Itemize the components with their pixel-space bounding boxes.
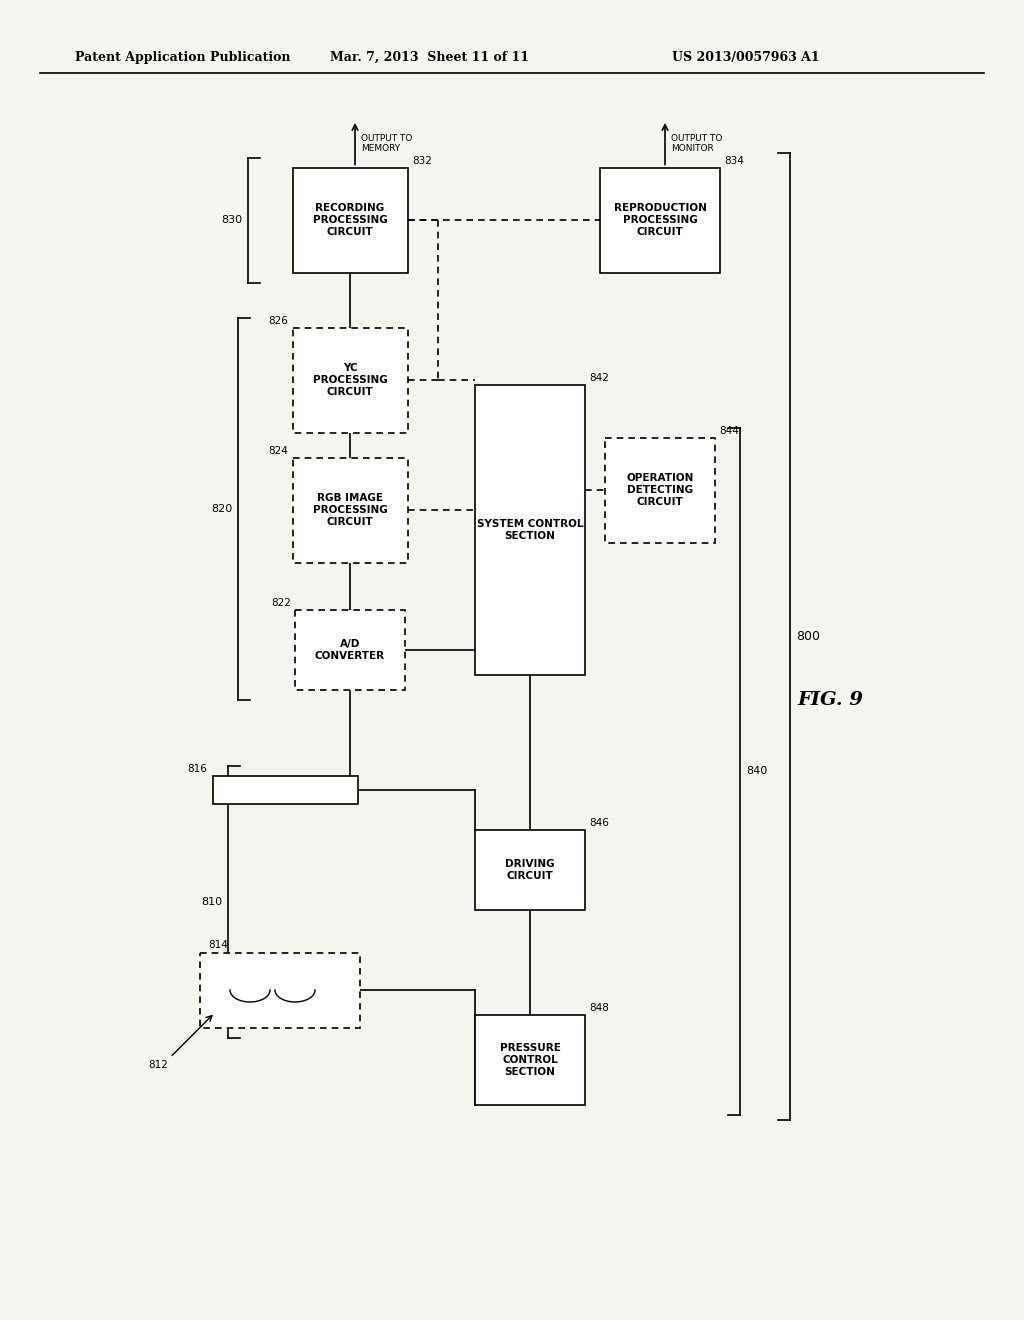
- Text: 826: 826: [268, 315, 289, 326]
- Text: 822: 822: [271, 598, 291, 609]
- Text: PRESSURE
CONTROL
SECTION: PRESSURE CONTROL SECTION: [500, 1043, 560, 1077]
- Text: 848: 848: [589, 1003, 609, 1012]
- Text: RGB IMAGE
PROCESSING
CIRCUIT: RGB IMAGE PROCESSING CIRCUIT: [312, 494, 387, 527]
- Text: 846: 846: [589, 818, 609, 828]
- Text: OUTPUT TO
MONITOR: OUTPUT TO MONITOR: [671, 135, 722, 153]
- Bar: [295, 610, 406, 690]
- Text: 840: 840: [746, 766, 767, 776]
- Bar: [293, 168, 408, 272]
- Text: 844: 844: [719, 425, 739, 436]
- Text: YC
PROCESSING
CIRCUIT: YC PROCESSING CIRCUIT: [312, 363, 387, 396]
- Bar: [600, 168, 720, 272]
- Text: 816: 816: [187, 764, 208, 774]
- Bar: [293, 327, 408, 433]
- Text: US 2013/0057963 A1: US 2013/0057963 A1: [673, 50, 820, 63]
- Text: FIG. 9: FIG. 9: [797, 690, 863, 709]
- Text: 834: 834: [724, 156, 743, 165]
- Text: OPERATION
DETECTING
CIRCUIT: OPERATION DETECTING CIRCUIT: [627, 474, 693, 507]
- Text: 842: 842: [589, 374, 609, 383]
- Text: DRIVING
CIRCUIT: DRIVING CIRCUIT: [505, 859, 555, 880]
- Bar: [213, 776, 357, 804]
- Text: 800: 800: [796, 630, 820, 643]
- Text: 832: 832: [413, 156, 432, 165]
- Text: RECORDING
PROCESSING
CIRCUIT: RECORDING PROCESSING CIRCUIT: [312, 203, 387, 236]
- Text: A/D
CONVERTER: A/D CONVERTER: [315, 639, 385, 661]
- Text: 820: 820: [211, 504, 232, 513]
- Text: 812: 812: [148, 1060, 168, 1069]
- Bar: [475, 1015, 585, 1105]
- Text: 830: 830: [221, 215, 242, 224]
- Text: 810: 810: [201, 896, 222, 907]
- Bar: [475, 385, 585, 675]
- Bar: [605, 437, 715, 543]
- Bar: [200, 953, 360, 1027]
- Bar: [475, 830, 585, 909]
- Text: OUTPUT TO
MEMORY: OUTPUT TO MEMORY: [361, 135, 413, 153]
- Text: 814: 814: [208, 940, 228, 950]
- Text: REPRODUCTION
PROCESSING
CIRCUIT: REPRODUCTION PROCESSING CIRCUIT: [613, 203, 707, 236]
- Text: Mar. 7, 2013  Sheet 11 of 11: Mar. 7, 2013 Sheet 11 of 11: [331, 50, 529, 63]
- Text: 824: 824: [268, 446, 289, 455]
- Bar: [293, 458, 408, 562]
- Text: SYSTEM CONTROL
SECTION: SYSTEM CONTROL SECTION: [477, 519, 584, 541]
- Text: Patent Application Publication: Patent Application Publication: [75, 50, 291, 63]
